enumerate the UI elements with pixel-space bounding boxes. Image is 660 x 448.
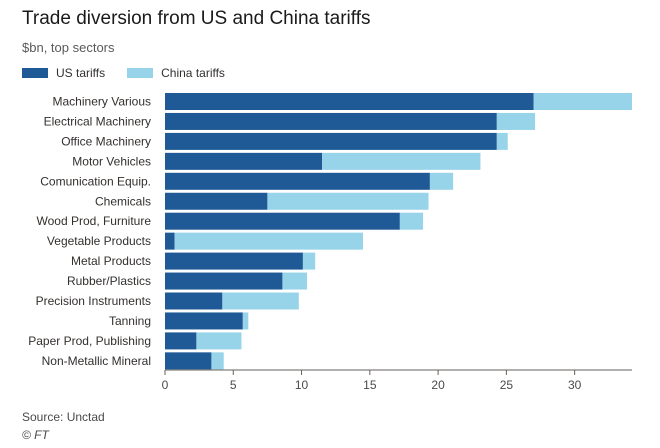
chart-legend: US tariffs China tariffs [22,66,247,80]
bar-us-tariffs [165,93,534,110]
bar-us-tariffs [165,152,323,170]
chart-title: Trade diversion from US and China tariff… [22,8,371,29]
x-tick-label: 20 [431,378,445,392]
bar-us-tariffs [165,292,223,310]
x-tick-label: 0 [162,378,169,392]
category-label: Precision Instruments [36,294,151,308]
category-label: Wood Prod, Furniture [37,214,152,228]
category-label: Chemicals [95,194,151,208]
bar-us-tariffs [165,332,197,350]
category-label: Non-Metallic Mineral [42,354,151,368]
bar-china-tariffs [242,312,249,330]
bar-china-tariffs [174,232,363,250]
chart-subtitle: $bn, top sectors [22,40,115,55]
category-label: Motor Vehicles [72,154,151,168]
bar-china-tariffs [196,332,242,350]
ft-credit: © FT [22,428,49,442]
category-label: Vegetable Products [47,234,151,248]
source-note: Source: Unctad [22,410,105,424]
bar-us-tariffs [165,272,283,290]
bar-china-tariffs [222,292,299,310]
bar-china-tariffs [267,192,429,210]
legend-swatch-us [22,68,48,78]
x-tick-label: 5 [230,378,237,392]
legend-label-china: China tariffs [161,66,225,80]
category-label: Rubber/Plastics [67,274,151,288]
legend-item-us: US tariffs [22,66,105,80]
category-label: Machinery Various [53,95,151,109]
bar-china-tariffs [211,352,224,370]
bar-us-tariffs [165,172,430,190]
bar-us-tariffs [165,212,400,230]
bar-us-tariffs [165,352,212,370]
legend-item-china: China tariffs [127,66,225,80]
bar-china-tariffs [322,152,481,170]
bar-china-tariffs [496,132,508,150]
category-label: Metal Products [71,254,151,268]
bar-china-tariffs [282,272,308,290]
bar-us-tariffs [165,112,497,130]
x-tick-label: 10 [295,378,309,392]
bar-us-tariffs [165,312,243,330]
category-label: Comunication Equip. [40,174,151,188]
x-tick-label: 30 [568,378,582,392]
bar-us-tariffs [165,252,303,270]
category-label: Office Machinery [61,134,151,148]
bar-china-tariffs [496,112,536,130]
bar-us-tariffs [165,132,497,150]
bar-china-tariffs [302,252,316,270]
bar-china-tariffs [533,93,632,110]
x-tick-label: 15 [363,378,377,392]
category-label: Tanning [109,314,151,328]
legend-label-us: US tariffs [56,66,106,80]
bar-china-tariffs [429,172,454,190]
category-label: Paper Prod, Publishing [28,334,151,348]
bar-us-tariffs [165,192,268,210]
category-label: Electrical Machinery [44,114,151,128]
bar-china-tariffs [399,212,424,230]
bar-us-tariffs [165,232,175,250]
legend-swatch-china [127,68,154,78]
x-tick-label: 25 [500,378,514,392]
